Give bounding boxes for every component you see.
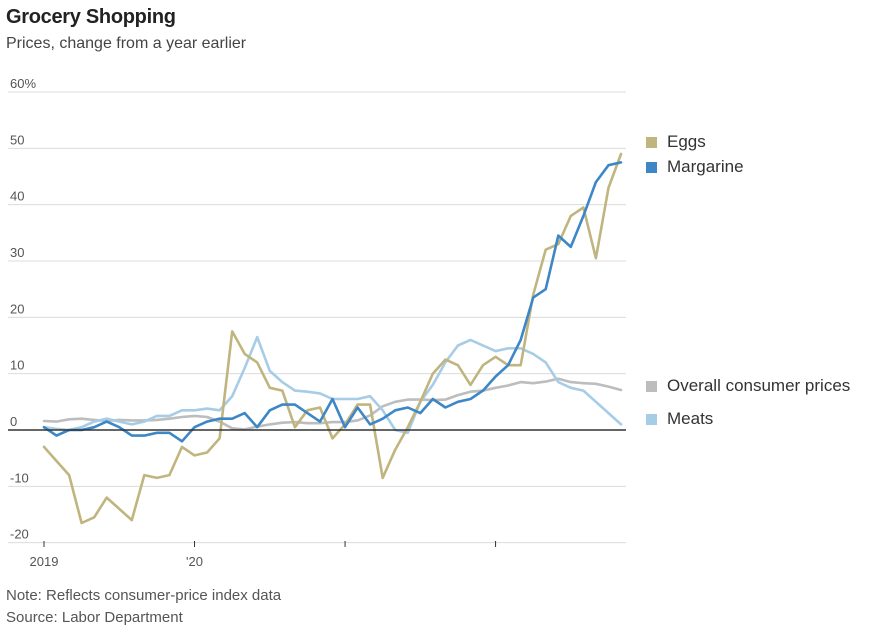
series-line-margarine [42, 161, 623, 443]
series-line-eggs [42, 152, 623, 525]
legend-item-margarine: Margarine [646, 157, 744, 177]
y-tick-label: 30 [10, 245, 24, 260]
series-line-meats [42, 335, 623, 435]
legend-item-eggs: Eggs [646, 132, 706, 152]
chart-note: Note: Reflects consumer-price index data [6, 587, 282, 604]
y-tick-label: 60% [10, 76, 36, 91]
legend-label-margarine: Margarine [667, 157, 744, 176]
legend-swatch-meats [646, 413, 657, 425]
x-tick-label: 2019 [30, 554, 59, 569]
legend-swatch-margarine [646, 161, 657, 173]
legend-item-overall-consumer-prices: Overall consumer prices [646, 376, 850, 396]
y-tick-label: 40 [10, 189, 24, 204]
y-tick-label: 20 [10, 301, 24, 316]
legend-label-overall: Overall consumer prices [667, 376, 851, 395]
series-line-overall-consumer-prices [42, 377, 623, 431]
legend-label-eggs: Eggs [667, 132, 706, 151]
chart-source: Source: Labor Department [6, 609, 183, 626]
y-tick-label: 0 [10, 414, 17, 429]
legend-item-meats: Meats [646, 409, 713, 429]
legend-swatch-eggs [646, 136, 657, 148]
y-tick-label: 10 [10, 358, 24, 373]
legend-label-meats: Meats [667, 409, 714, 428]
y-tick-label: -20 [10, 527, 29, 542]
legend-swatch-overall [646, 380, 657, 392]
chart-subtitle: Prices, change from a year earlier [6, 35, 247, 52]
chart-title: Grocery Shopping [6, 6, 176, 28]
y-tick-label: 50 [10, 132, 24, 147]
x-tick-label: '20 [186, 554, 203, 569]
y-tick-label: -10 [10, 470, 29, 485]
